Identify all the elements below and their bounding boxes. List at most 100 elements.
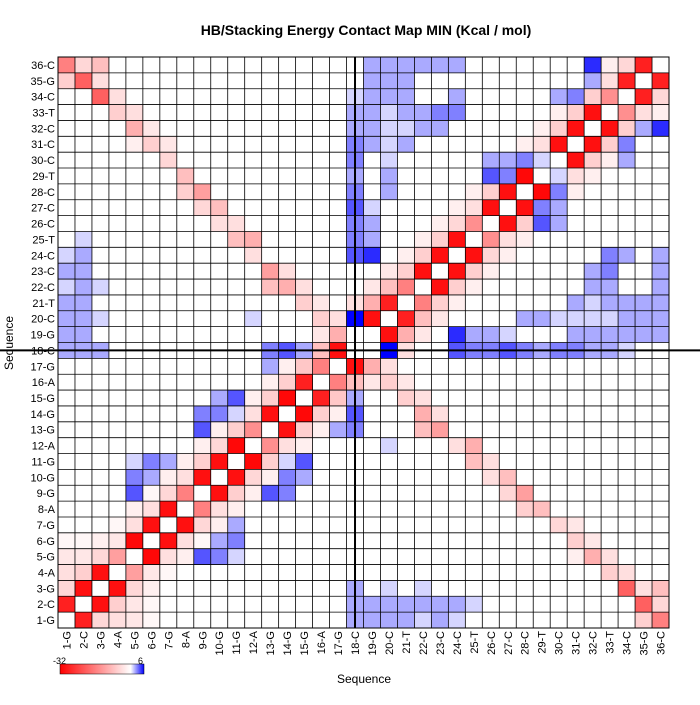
heatmap-cell — [652, 294, 669, 311]
heatmap-cell — [58, 548, 75, 565]
heatmap-cell — [363, 231, 381, 248]
heatmap-cell — [601, 564, 619, 581]
heatmap-cell — [431, 215, 449, 232]
heatmap-cell — [142, 501, 160, 517]
heatmap-cell — [159, 532, 177, 549]
x-tick-label: 35-G — [639, 631, 651, 655]
heatmap-cell — [601, 88, 619, 105]
heatmap-cell — [465, 279, 483, 295]
heatmap-cell — [516, 310, 534, 327]
heatmap-cell — [227, 390, 245, 406]
x-tick-label: 13-G — [265, 631, 277, 655]
heatmap-cell — [159, 501, 177, 517]
heatmap-cell — [329, 374, 347, 391]
y-tick-label: 7-G — [37, 520, 55, 532]
heatmap-cell — [567, 88, 585, 105]
heatmap-cell — [499, 215, 517, 232]
heatmap-cell — [380, 596, 398, 613]
heatmap-cell — [465, 596, 483, 613]
heatmap-cell — [601, 120, 619, 137]
heatmap-cell — [652, 580, 669, 597]
heatmap-cell — [142, 453, 160, 470]
heatmap-cell — [244, 231, 262, 248]
x-axis-label: Sequence — [337, 672, 391, 686]
heatmap-cell — [567, 326, 585, 343]
heatmap-cell — [244, 390, 262, 406]
heatmap-cell — [176, 183, 194, 200]
heatmap-cell — [618, 294, 636, 311]
heatmap-cell — [74, 263, 92, 280]
x-tick-label: 28-C — [520, 631, 532, 655]
heatmap-cell — [516, 215, 534, 232]
heatmap-cell — [363, 247, 381, 264]
heatmap-cell — [584, 136, 602, 153]
heatmap-cell — [397, 390, 415, 406]
heatmap-cell — [363, 136, 381, 153]
heatmap-cell — [74, 612, 92, 628]
heatmap-cell — [295, 421, 313, 438]
heatmap-cell — [142, 516, 160, 533]
heatmap-cell — [533, 136, 551, 153]
heatmap-cell — [74, 72, 92, 89]
y-tick-label: 21-T — [32, 298, 55, 310]
heatmap-cell — [397, 374, 415, 391]
y-tick-label: 14-G — [31, 409, 55, 421]
heatmap-cell — [431, 104, 449, 121]
heatmap-cell — [397, 596, 415, 613]
heatmap-cell — [261, 390, 279, 406]
heatmap-cell — [363, 294, 381, 311]
heatmap-cell — [91, 57, 109, 73]
heatmap-cell — [397, 326, 415, 343]
heatmap-cell — [142, 469, 160, 486]
heatmap-cell — [601, 548, 619, 565]
x-tick-label: 18-C — [350, 631, 362, 655]
y-tick-label: 35-G — [31, 76, 55, 88]
heatmap-cell — [652, 263, 669, 280]
heatmap-cell — [176, 453, 194, 470]
heatmap-cell — [652, 72, 669, 89]
heatmap-cell — [363, 279, 381, 295]
heatmap-cell — [601, 326, 619, 343]
heatmap-cell — [363, 310, 381, 327]
heatmap-cell — [261, 469, 279, 486]
heatmap-cell — [261, 485, 279, 502]
heatmap-cell — [193, 469, 211, 486]
heatmap-cell — [380, 88, 398, 105]
heatmap-cell — [652, 326, 669, 343]
x-tick-label: 14-G — [282, 631, 294, 655]
heatmap-cell — [58, 294, 75, 311]
x-tick-label: 5-G — [129, 631, 141, 649]
y-tick-label: 5-G — [37, 552, 55, 564]
heatmap-cell — [550, 310, 568, 327]
heatmap-cell — [584, 279, 602, 295]
heatmap-cell — [516, 501, 534, 517]
heatmap-cell — [210, 485, 228, 502]
heatmap-cell — [363, 199, 381, 216]
heatmap-cell — [159, 485, 177, 502]
heatmap-cell — [125, 564, 143, 581]
heatmap-cell — [244, 247, 262, 264]
heatmap-cell — [210, 405, 228, 422]
x-tick-label: 20-C — [384, 631, 396, 655]
x-tick-labels: 1-G 2-C 3-G 4-A 5-G 6-G 7-G 8-A 9-G 10-G 11-G 12-A 1… — [61, 630, 667, 655]
heatmap-cell — [142, 596, 160, 613]
heatmap-cell — [533, 152, 551, 169]
colorbar-min-label: -32 — [53, 656, 66, 666]
heatmap-cell — [58, 279, 75, 295]
heatmap-cell — [329, 310, 347, 327]
heatmap-cell — [465, 183, 483, 200]
heatmap-cell — [414, 247, 432, 264]
x-tick-label: 12-A — [248, 630, 260, 654]
heatmap-cell — [142, 564, 160, 581]
heatmap-cell — [312, 405, 330, 422]
heatmap-cell — [584, 168, 602, 184]
heatmap-cell — [380, 437, 398, 454]
heatmap-cell — [125, 501, 143, 517]
heatmap-cell — [550, 199, 568, 216]
heatmap-cell — [91, 279, 109, 295]
x-tick-label: 32-C — [588, 631, 600, 655]
heatmap-cell — [448, 199, 466, 216]
heatmap-cell — [380, 152, 398, 169]
heatmap-cell — [652, 279, 669, 295]
